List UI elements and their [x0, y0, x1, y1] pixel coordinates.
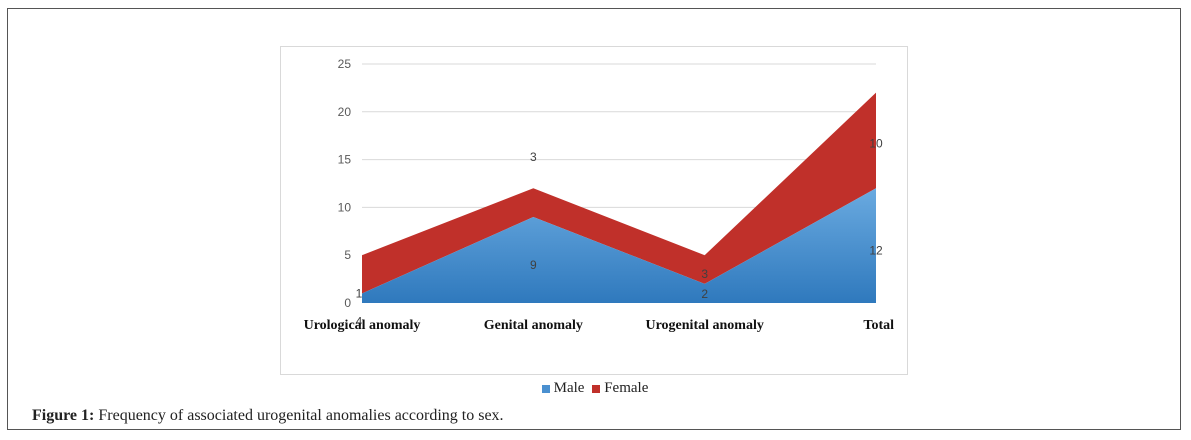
figure-caption: Figure 1: Frequency of associated urogen… — [32, 407, 504, 425]
x-tick-label-2: Urogenital anomaly — [645, 318, 763, 333]
area-chart: 0 5 10 15 20 25 1 9 2 12 4 3 3 10 Urological anomaly Ge… — [304, 57, 895, 333]
data-label-female-3: 10 — [869, 136, 883, 150]
figure-frame: 0 5 10 15 20 25 1 9 2 12 4 3 3 10 Urological anomaly Ge… — [7, 8, 1181, 430]
y-tick-label-25: 25 — [338, 57, 352, 71]
y-tick-label-15: 15 — [338, 153, 352, 167]
data-label-male-3: 12 — [869, 243, 883, 257]
data-label-male-0: 1 — [356, 286, 363, 300]
caption-label: Figure 1: — [32, 407, 95, 424]
legend-label-female: Female — [604, 380, 649, 396]
y-tick-label-10: 10 — [338, 200, 352, 214]
data-label-male-1: 9 — [530, 258, 537, 272]
chart-container: 0 5 10 15 20 25 1 9 2 12 4 3 3 10 Urological anomaly Ge… — [280, 46, 908, 396]
data-label-female-0: 4 — [356, 314, 363, 328]
y-tick-label-20: 20 — [338, 105, 352, 119]
y-tick-label-0: 0 — [344, 296, 351, 310]
data-label-female-2: 3 — [701, 267, 708, 281]
y-tick-label-5: 5 — [344, 248, 351, 262]
legend-label-male: Male — [553, 380, 585, 396]
x-tick-label-3: Total — [863, 318, 894, 333]
x-tick-label-0: Urological anomaly — [304, 318, 421, 333]
legend-swatch-female — [592, 384, 601, 393]
legend-item-male: Male — [541, 380, 585, 397]
caption-text: Frequency of associated urogenital anoma… — [94, 407, 504, 424]
area-female — [362, 92, 876, 294]
area-male — [362, 188, 876, 303]
x-tick-label-1: Genital anomaly — [484, 318, 583, 333]
legend-item-female: Female — [592, 380, 648, 397]
legend-swatch-male — [541, 384, 550, 393]
legend: Male Female — [281, 380, 909, 398]
data-label-male-2: 2 — [701, 287, 708, 301]
data-label-female-1: 3 — [530, 150, 537, 164]
